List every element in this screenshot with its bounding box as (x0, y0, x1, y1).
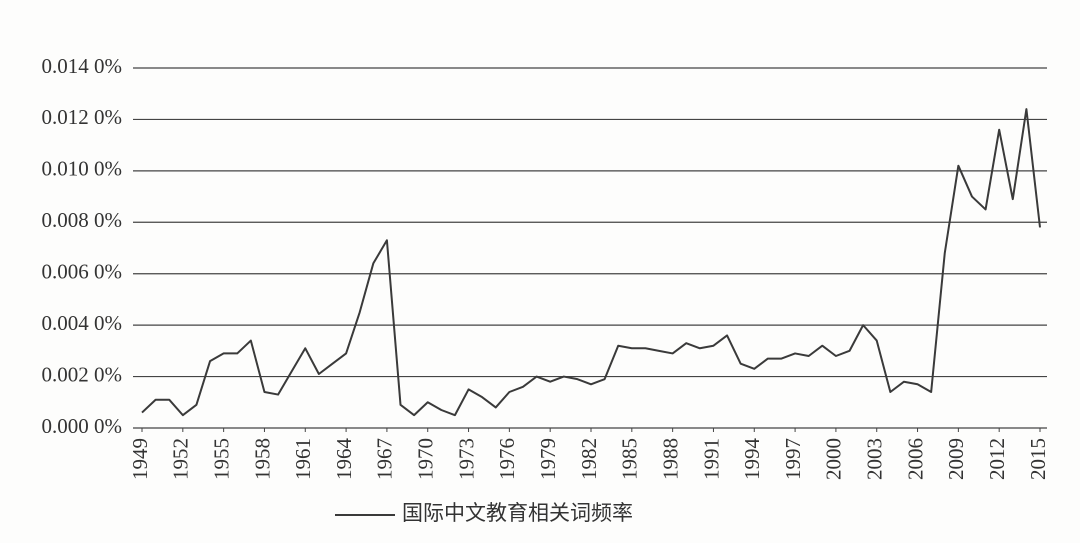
y-tick-label: 0.010 0% (42, 157, 123, 181)
x-tick-label: 1979 (536, 438, 560, 480)
x-tick-label: 1991 (699, 438, 723, 480)
y-tick-label: 0.000 0% (42, 414, 123, 438)
x-tick-label: 1973 (454, 438, 478, 480)
x-tick-label: 2009 (944, 438, 968, 480)
x-tick-label: 1970 (414, 438, 438, 480)
x-tick-label: 1958 (250, 438, 274, 480)
x-tick-label: 1997 (781, 438, 805, 480)
y-tick-label: 0.012 0% (42, 105, 123, 129)
y-tick-label: 0.004 0% (42, 311, 123, 335)
x-tick-label: 1988 (658, 438, 682, 480)
data-line (141, 108, 1041, 417)
y-tick-label: 0.006 0% (42, 260, 123, 284)
x-tick-label: 2006 (903, 438, 927, 480)
x-tick-label: 2015 (1026, 438, 1050, 480)
x-tick-label: 1961 (291, 438, 315, 480)
x-tick-label: 2003 (863, 438, 887, 480)
x-tick-label: 1949 (128, 438, 152, 480)
y-tick-label: 0.008 0% (42, 208, 123, 232)
legend-label: 国际中文教育相关词频率 (402, 501, 633, 525)
x-tick-label: 1964 (332, 438, 356, 481)
x-tick-label: 1982 (577, 438, 601, 480)
x-tick-label: 2000 (822, 438, 846, 480)
y-tick-label: 0.002 0% (42, 362, 123, 386)
x-tick-label: 1985 (618, 438, 642, 480)
x-tick-label: 1976 (495, 438, 519, 480)
x-tick-label: 1967 (373, 438, 397, 480)
x-tick-label: 1994 (740, 438, 764, 481)
x-tick-label: 1952 (169, 438, 193, 480)
y-tick-label: 0.014 0% (42, 54, 123, 78)
x-tick-label: 2012 (985, 438, 1009, 480)
x-tick-label: 1955 (209, 438, 233, 480)
